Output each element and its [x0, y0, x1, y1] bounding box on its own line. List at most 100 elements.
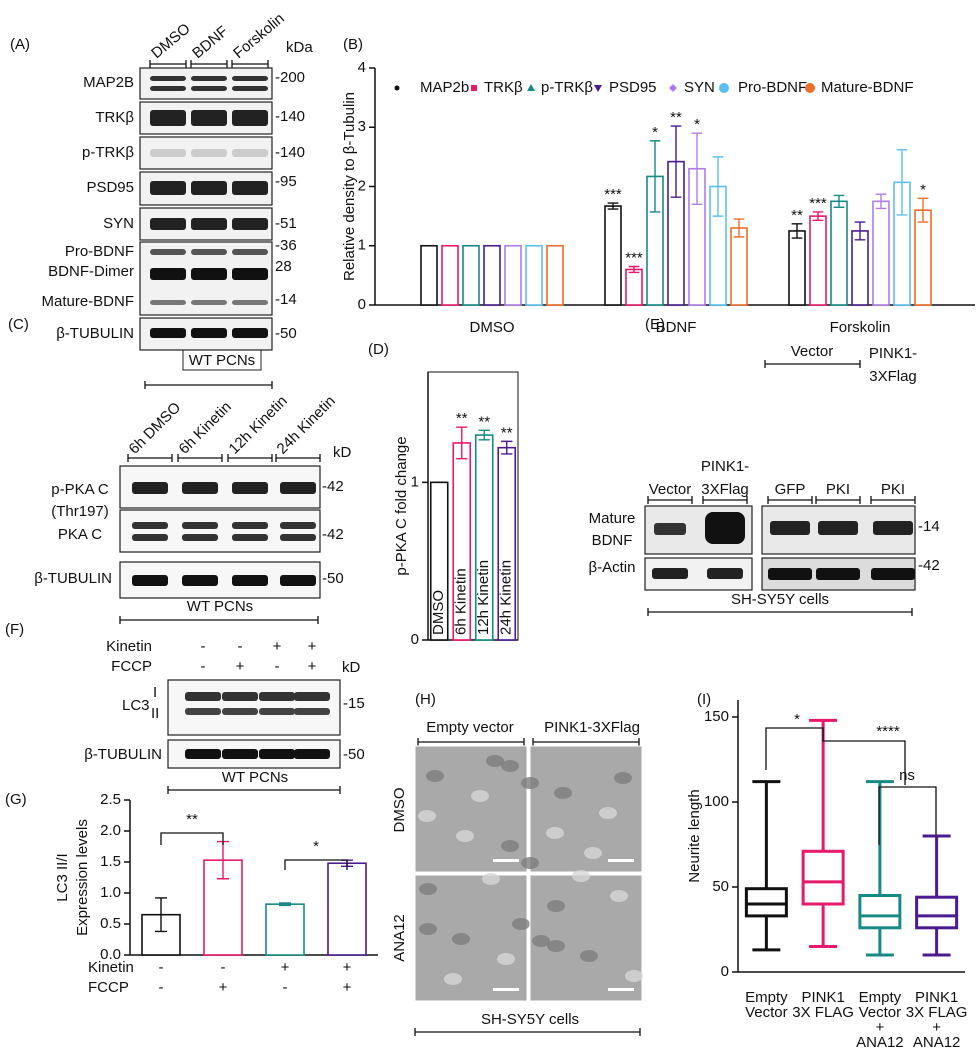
- band: [280, 575, 316, 586]
- y-tick-label: 150: [704, 708, 729, 725]
- error-bar: [875, 193, 887, 210]
- group-label: PINK1-: [869, 345, 917, 362]
- bar: [730, 227, 748, 306]
- legend-label: TRKβ: [484, 79, 523, 96]
- bar: [265, 903, 305, 956]
- band: [132, 482, 168, 494]
- significance: *: [920, 181, 926, 198]
- band: [132, 575, 168, 586]
- band: [191, 328, 227, 338]
- band: [294, 708, 330, 715]
- group-label: Vector: [791, 343, 834, 360]
- y-tick-label: 0: [411, 631, 419, 648]
- footer: WT PCNs: [187, 598, 253, 615]
- cell: [444, 973, 462, 985]
- cell: [452, 933, 470, 945]
- column-label: Empty vector: [426, 719, 514, 736]
- condition-name: FCCP: [111, 658, 152, 675]
- condition-name: FCCP: [88, 979, 129, 996]
- kda-label: -140: [275, 144, 305, 161]
- panel-letter: (E): [645, 316, 665, 333]
- row-label: β-TUBULIN: [34, 570, 112, 587]
- panel-letter: (C): [8, 316, 29, 333]
- band: [222, 749, 258, 759]
- box: [858, 894, 902, 930]
- condition-mark: +: [281, 959, 290, 976]
- x-tick-label: Empty: [745, 989, 788, 1006]
- error-bar: [155, 897, 167, 933]
- band: [191, 149, 227, 157]
- footer: SH-SY5Y cells: [731, 591, 829, 608]
- condition-mark: +: [343, 959, 352, 976]
- y-tick-label: 3: [358, 118, 366, 135]
- legend-marker: [719, 83, 729, 93]
- condition-mark: +: [308, 638, 317, 655]
- panel-letter: (I): [697, 691, 711, 708]
- legend-label: SYN: [684, 79, 715, 96]
- condition-mark: -: [275, 658, 280, 675]
- x-tick-label: 3X FLAG: [792, 1004, 854, 1021]
- band: [294, 749, 330, 759]
- cell: [554, 787, 572, 799]
- y-tick-label: 4: [358, 59, 366, 76]
- box: [744, 887, 788, 918]
- y-axis-label: Relative density to β-Tubulin: [341, 92, 358, 281]
- y-tick-label: 1.0: [100, 884, 121, 901]
- row-label: (Thr197): [51, 503, 109, 520]
- scale-bar: [608, 988, 634, 991]
- cell: [418, 810, 436, 822]
- row-label: β-TUBULIN: [84, 746, 162, 763]
- band: [232, 482, 268, 494]
- band: [191, 300, 227, 305]
- y-tick-label: 2: [358, 177, 366, 194]
- lane-label: 6h Kinetin: [176, 398, 235, 457]
- footer-box: [182, 349, 262, 371]
- row-label: β-TUBULIN: [56, 325, 134, 342]
- panel-letter: (A): [10, 36, 30, 53]
- unit-label: kD: [333, 444, 352, 461]
- cell: [471, 790, 489, 802]
- comparison-bracket: [765, 727, 824, 770]
- row-label: MAP2B: [83, 74, 134, 91]
- condition-mark: -: [201, 638, 206, 655]
- significance: **: [478, 413, 490, 430]
- band: [191, 181, 227, 195]
- band: [232, 218, 268, 230]
- footer: WT PCNs: [222, 769, 288, 786]
- band: [232, 328, 268, 338]
- whisker-low: [809, 904, 838, 948]
- legend-label: PSD95: [609, 79, 657, 96]
- cell: [482, 873, 500, 885]
- band: [191, 249, 227, 255]
- significance: ***: [625, 249, 643, 266]
- condition-name: Kinetin: [106, 638, 152, 655]
- band: [770, 521, 810, 535]
- x-tick-label: 6h Kinetin: [453, 568, 470, 635]
- band: [185, 692, 221, 701]
- band: [652, 568, 688, 579]
- kda-label: -95: [275, 173, 297, 190]
- error-bar: [670, 125, 682, 198]
- y-tick-label: 0: [721, 963, 729, 980]
- error-bar: [501, 440, 513, 455]
- error-bar: [649, 140, 661, 213]
- lane-label: DMSO: [148, 20, 193, 62]
- kda-label: -14: [275, 291, 297, 308]
- bar: [830, 200, 848, 306]
- band: [232, 249, 268, 255]
- condition-mark: -: [283, 979, 288, 996]
- panel-letter: (H): [415, 691, 436, 708]
- row-label: PSD95: [86, 179, 134, 196]
- band: [182, 534, 218, 541]
- x-tick-label: Vector: [859, 1004, 902, 1021]
- lane-label: Forskolin: [230, 10, 288, 62]
- cell: [426, 770, 444, 782]
- significance: **: [501, 424, 513, 441]
- lane-label: BDNF: [189, 23, 231, 62]
- kda-label: -36: [275, 237, 297, 254]
- legend-marker: [594, 85, 602, 92]
- y-tick-label: 2.5: [100, 791, 121, 808]
- kda-label: -50: [343, 746, 365, 763]
- band: [259, 708, 295, 715]
- row-label: PKA C: [58, 526, 102, 543]
